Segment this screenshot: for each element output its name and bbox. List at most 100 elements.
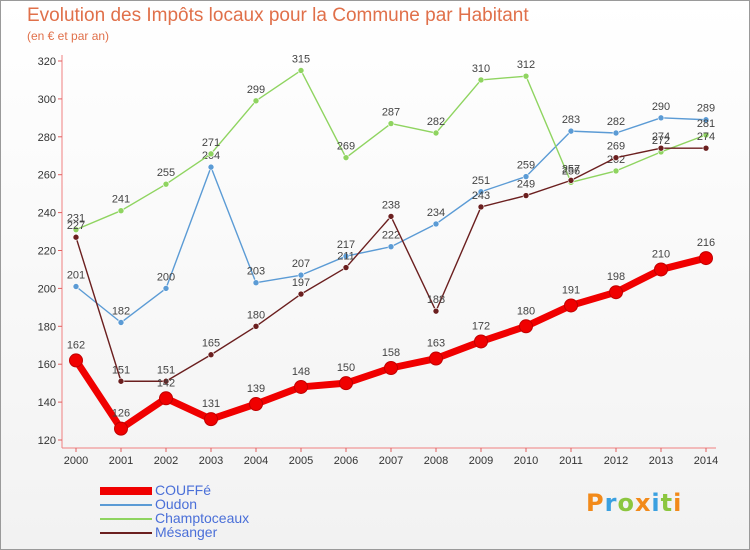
data-label: 207 [292,258,310,270]
data-label: 188 [427,294,445,306]
data-point [117,207,125,215]
data-point [564,298,578,313]
data-label: 158 [382,347,400,359]
data-label: 259 [517,160,535,172]
data-point [657,114,665,122]
data-point [162,377,170,385]
x-tick-label: 2004 [244,455,268,467]
legend-label: Oudon [155,496,198,512]
data-point [474,334,488,349]
data-point [699,251,713,266]
data-point [612,167,620,175]
data-point [519,319,533,334]
x-tick-label: 2001 [109,455,133,467]
data-point [702,116,710,124]
data-point [207,150,215,158]
x-tick-label: 2009 [469,455,493,467]
data-label: 282 [427,116,445,128]
y-tick-label: 220 [38,246,56,258]
data-label: 227 [67,220,85,232]
data-label: 162 [67,339,85,351]
data-label: 290 [652,101,670,113]
data-point [252,322,260,330]
data-point [207,163,215,171]
data-point [609,285,623,300]
data-point [429,351,443,366]
data-label: 197 [292,277,310,289]
data-label: 315 [292,53,310,65]
data-point [567,127,575,135]
x-tick-label: 2003 [199,455,223,467]
chart-subtitle: (en € et par an) [27,29,110,43]
data-label: 131 [202,398,220,410]
data-point [612,129,620,137]
y-tick-label: 280 [38,132,56,144]
legend-swatch [100,487,152,495]
data-point [342,154,350,161]
data-point [342,264,350,271]
data-label: 201 [67,270,85,282]
data-point [387,213,395,220]
data-point [252,279,260,287]
data-label: 222 [382,230,400,242]
data-label: 287 [382,107,400,119]
data-label: 151 [112,364,130,376]
data-point [114,421,128,436]
data-point [432,129,440,137]
x-tick-label: 2008 [424,455,448,467]
data-label: 255 [157,167,175,179]
data-point [432,220,440,228]
data-label: 272 [652,135,670,147]
data-point [159,391,173,406]
data-point [69,353,83,368]
data-point [294,379,308,394]
data-point [297,271,305,279]
data-point [654,262,668,277]
data-label: 126 [112,408,130,420]
data-point [384,360,398,375]
data-label: 249 [517,179,535,191]
y-tick-label: 260 [38,170,56,182]
data-point [117,377,125,385]
data-label: 274 [652,131,670,143]
data-label: 142 [157,377,175,389]
y-tick-label: 120 [38,435,56,447]
data-label: 243 [472,190,490,202]
data-point [162,285,170,292]
data-point [522,173,530,180]
data-label: 271 [202,137,220,149]
data-label: 274 [697,131,715,143]
data-label: 257 [562,163,580,175]
data-point [387,243,395,251]
data-point [567,177,575,184]
legend-label: COUFFé [155,482,211,498]
y-tick-label: 160 [38,359,56,371]
data-point [252,97,260,105]
data-label: 180 [247,309,265,321]
data-point [162,180,170,188]
x-tick-label: 2012 [604,455,628,467]
data-label: 312 [517,59,535,71]
data-label: 283 [562,114,580,126]
data-label: 198 [607,271,625,283]
data-point [72,283,80,290]
data-point [297,67,305,74]
data-label: 216 [697,237,715,249]
y-tick-label: 300 [38,94,56,106]
data-point [702,131,710,139]
data-label: 241 [112,194,130,206]
x-tick-label: 2002 [154,455,178,467]
chart-title: Evolution des Impôts locaux pour la Comm… [27,5,529,26]
data-label: 191 [562,284,580,296]
data-label: 165 [202,338,220,350]
data-label: 238 [382,199,400,211]
data-label: 217 [337,239,355,251]
data-label: 148 [292,366,310,378]
data-point [477,76,485,84]
data-point [204,412,218,427]
data-label: 172 [472,320,490,332]
data-point [522,192,530,199]
data-label: 211 [337,251,355,263]
data-label: 163 [427,338,445,350]
